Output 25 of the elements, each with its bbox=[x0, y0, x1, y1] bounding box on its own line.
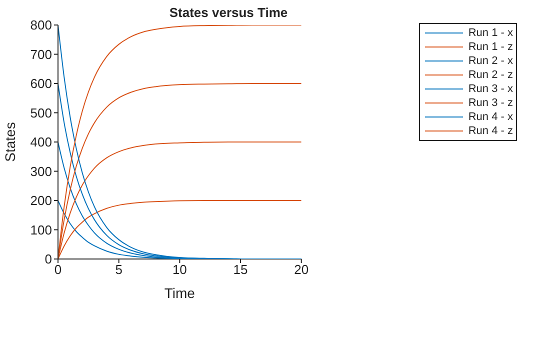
y-tick-label: 500 bbox=[30, 105, 52, 120]
y-tick-label: 800 bbox=[30, 18, 52, 33]
legend-label: Run 2 - x bbox=[468, 54, 513, 68]
x-axis-title: Time bbox=[164, 285, 196, 301]
chart-title: States versus Time bbox=[168, 5, 289, 20]
x-tick-label: 5 bbox=[115, 262, 122, 278]
y-tick-label: 300 bbox=[30, 164, 52, 179]
y-tick-label: 700 bbox=[30, 46, 52, 62]
y-tick-label: 100 bbox=[30, 222, 52, 238]
legend-label: Run 4 - z bbox=[468, 124, 513, 138]
x-tick-label: 15 bbox=[233, 262, 248, 278]
x-tick-label: 20 bbox=[294, 262, 309, 278]
y-tick-label: 0 bbox=[44, 252, 52, 267]
y-tick-label: 600 bbox=[30, 76, 52, 92]
legend-label: Run 3 - x bbox=[468, 82, 513, 96]
y-tick-label: 400 bbox=[30, 134, 52, 150]
x-tick-label: 10 bbox=[172, 262, 187, 278]
legend-label: Run 3 - z bbox=[468, 96, 513, 110]
legend-label: Run 1 - x bbox=[468, 26, 513, 40]
x-tick-label: 0 bbox=[54, 262, 62, 278]
legend-label: Run 4 - x bbox=[468, 110, 513, 124]
legend-label: Run 1 - z bbox=[468, 40, 513, 54]
legend-label: Run 2 - z bbox=[468, 68, 513, 82]
y-tick-label: 200 bbox=[30, 193, 52, 208]
y-axis-title: States bbox=[2, 122, 18, 162]
